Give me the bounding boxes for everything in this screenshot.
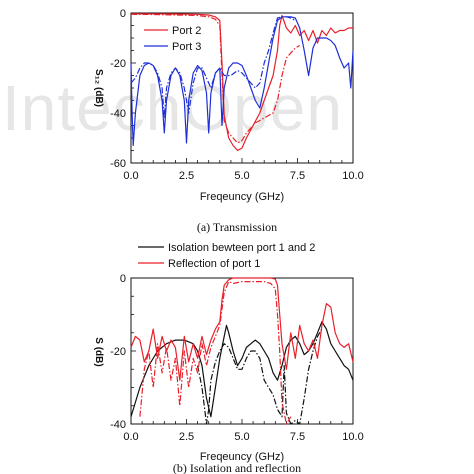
- caption-a: (a) Transmission: [197, 220, 277, 234]
- x-tick-label: 7.5: [290, 170, 305, 182]
- x-axis-label: Freqeuncy (GHz): [200, 191, 284, 203]
- x-tick-label: 0.0: [123, 170, 138, 182]
- axis-ticks: [130, 12, 354, 164]
- legend-label-isolation: Isolation bewteen port 1 and 2: [168, 242, 315, 254]
- x-tick-label: 2.5: [179, 170, 194, 182]
- series-line-reflection-measured: [139, 281, 292, 425]
- chart-transmission: 0.0 2.5 5.0 7.5 10.0 0 -20 -40 -60 Freqe…: [93, 8, 364, 234]
- series-line-port-3-measured: [130, 16, 296, 119]
- series-line-port-2-measured: [130, 13, 300, 144]
- series-line-isolation-measured: [197, 328, 323, 425]
- series-group: [130, 277, 354, 425]
- x-axis-label: Freqeuncy (GHz): [200, 451, 284, 463]
- legend-label-reflection: Reflection of port 1: [168, 258, 260, 270]
- axis-ticks: [130, 277, 354, 425]
- x-tick-label: 2.5: [179, 431, 194, 443]
- watermark-text: IntechOpen: [2, 72, 343, 144]
- x-tick-label: 10.0: [342, 170, 363, 182]
- caption-b: (b) Isolation and reflection: [173, 461, 301, 474]
- x-tick-label: 0.0: [123, 431, 138, 443]
- series-group: [130, 13, 354, 152]
- y-axis-label: S (dB): [93, 337, 104, 366]
- y-tick-label: -20: [110, 58, 126, 70]
- y-tick-label: -40: [110, 108, 126, 120]
- y-tick-label: 0: [120, 8, 126, 20]
- plot-frame: [130, 277, 354, 425]
- series-line-port-3: [130, 16, 354, 147]
- series-line-reflection-of-port-1: [130, 277, 354, 381]
- y-tick-label: -40: [110, 419, 126, 431]
- x-tick-label: 10.0: [342, 431, 363, 443]
- chart-isolation-reflection: 0.0 2.5 5.0 7.5 10.0 0 -20 -40 Freqeuncy…: [93, 242, 364, 474]
- legend-label-port-3: Port 3: [172, 41, 201, 53]
- y-tick-label: -20: [110, 346, 126, 358]
- x-tick-label: 5.0: [234, 431, 249, 443]
- x-tick-label: 5.0: [234, 170, 249, 182]
- y-tick-label: 0: [120, 273, 126, 285]
- legend-label-port-2: Port 2: [172, 25, 201, 37]
- legend: Isolation bewteen port 1 and 2 Reflectio…: [138, 242, 315, 270]
- series-line-isolation-bewteen-port-1-and-2: [130, 321, 354, 418]
- x-tick-label: 7.5: [290, 431, 305, 443]
- legend: Port 2 Port 3: [144, 25, 201, 53]
- y-tick-label: -60: [110, 158, 126, 170]
- y-axis-label: S₁₂ (dB): [93, 69, 104, 107]
